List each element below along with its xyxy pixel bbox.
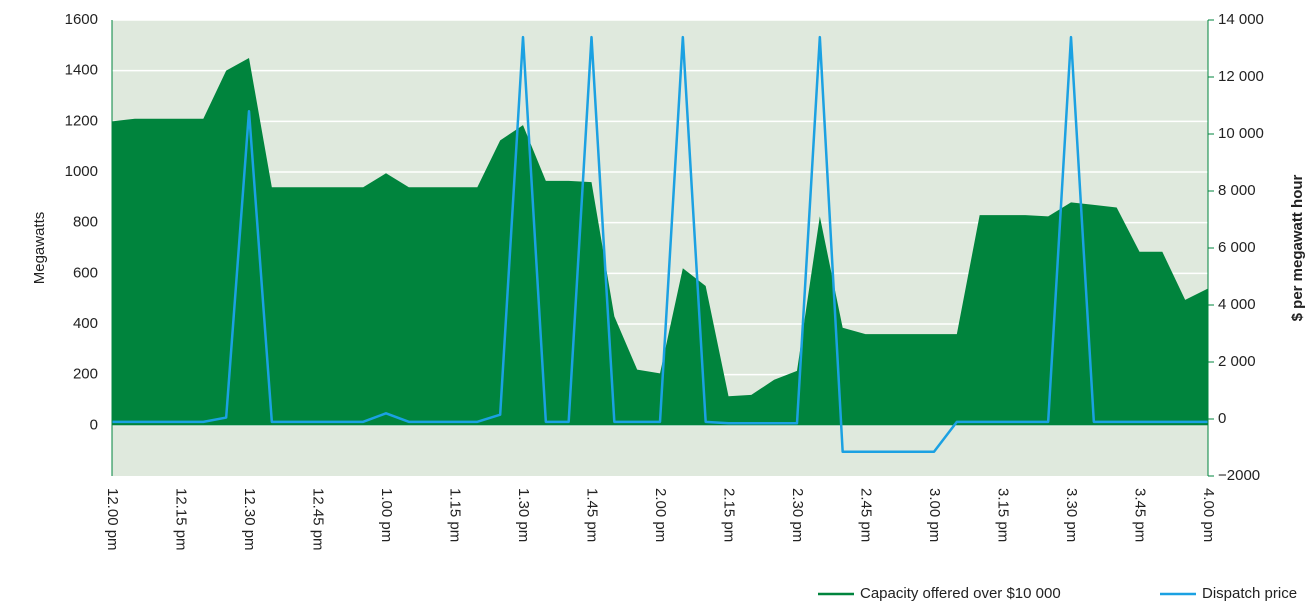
x-tick-label: 1.15 pm (447, 488, 464, 542)
x-tick-label: 1.45 pm (584, 488, 601, 542)
x-tick-label: 2.30 pm (789, 488, 806, 542)
x-tick-label: 1.30 pm (515, 488, 532, 542)
y2-tick-label: 0 (1218, 410, 1226, 427)
y-tick-label: 200 (73, 366, 98, 383)
y-axis-title: Megawatts (31, 212, 48, 285)
legend-label: Dispatch price (1202, 585, 1297, 602)
y2-tick-label: 6 000 (1218, 239, 1256, 256)
y-tick-label: 800 (73, 214, 98, 231)
x-tick-label: 3.45 pm (1132, 488, 1149, 542)
x-tick-label: 4.00 pm (1200, 488, 1217, 542)
y2-tick-label: 12 000 (1218, 68, 1264, 85)
area (112, 58, 1208, 426)
y-tick-label: 1000 (65, 163, 98, 180)
y2-tick-label: 2 000 (1218, 353, 1256, 370)
y2-tick-label: −2000 (1218, 467, 1260, 484)
x-tick-label: 2.15 pm (721, 488, 738, 542)
y2-tick-label: 14 000 (1218, 11, 1264, 28)
x-tick-label: 1.00 pm (378, 488, 395, 542)
x-tick-label: 2.45 pm (858, 488, 875, 542)
x-tick-label: 12.15 pm (173, 488, 190, 551)
x-tick-label: 3.00 pm (926, 488, 943, 542)
legend-label: Capacity offered over $10 000 (860, 585, 1061, 602)
y2-tick-label: 10 000 (1218, 125, 1264, 142)
y-tick-label: 600 (73, 264, 98, 281)
y-tick-label: 0 (90, 416, 98, 433)
y2-tick-label: 8 000 (1218, 182, 1256, 199)
x-tick-label: 2.00 pm (652, 488, 669, 542)
y-tick-label: 1400 (65, 62, 98, 79)
x-tick-label: 12.45 pm (310, 488, 327, 551)
y2-tick-label: 4 000 (1218, 296, 1256, 313)
line (112, 35, 1208, 454)
y-tick-label: 400 (73, 315, 98, 332)
y-tick-label: 1200 (65, 112, 98, 129)
y-tick-label: 1600 (65, 11, 98, 28)
x-tick-label: 3.15 pm (995, 488, 1012, 542)
x-tick-label: 3.30 pm (1063, 488, 1080, 542)
y2-axis-title: $ per megawatt hour (1289, 174, 1306, 321)
x-tick-label: 12.00 pm (104, 488, 121, 551)
x-tick-label: 12.30 pm (241, 488, 258, 551)
